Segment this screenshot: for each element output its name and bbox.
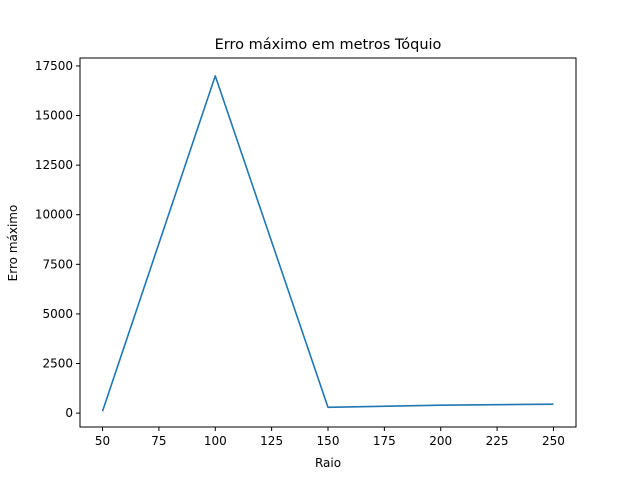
x-tick-label: 200	[429, 434, 452, 448]
x-tick-label: 125	[260, 434, 283, 448]
y-tick-label: 15000	[35, 109, 73, 123]
y-tick-label: 2500	[42, 357, 73, 371]
series-line	[101, 75, 554, 412]
x-tick-label: 150	[317, 434, 340, 448]
x-tick-label: 50	[95, 434, 110, 448]
x-axis-label: Raio	[315, 456, 341, 470]
x-tick-label: 100	[204, 434, 227, 448]
plot-area-frame	[79, 57, 577, 428]
series-layer	[101, 75, 554, 412]
x-tick-label: 175	[373, 434, 396, 448]
x-tick-label: 75	[151, 434, 166, 448]
y-tick-label: 5000	[42, 307, 73, 321]
y-tick-label: 17500	[35, 59, 73, 73]
y-tick-label: 10000	[35, 208, 73, 222]
y-axis: 0 2500 5000 7500 10000 12500 15000 17500	[35, 59, 80, 420]
x-axis: 50 75 100 125 150 175 200 225 250	[95, 427, 565, 448]
y-tick-label: 0	[65, 406, 73, 420]
y-tick-label: 12500	[35, 158, 73, 172]
x-tick-label: 250	[542, 434, 565, 448]
x-tick-label: 225	[486, 434, 509, 448]
chart-title: Erro máximo em metros Tóquio	[215, 37, 442, 53]
y-axis-label: Erro máximo	[6, 205, 20, 282]
y-tick-label: 7500	[42, 257, 73, 271]
